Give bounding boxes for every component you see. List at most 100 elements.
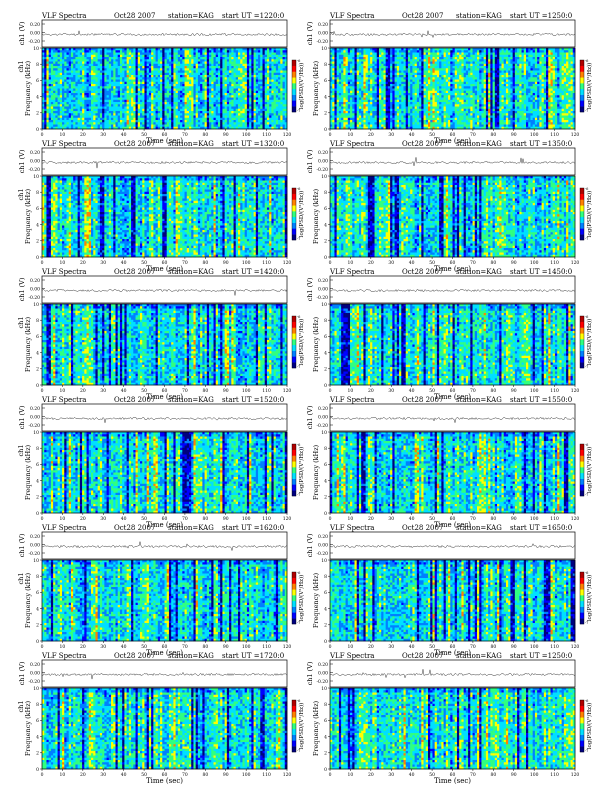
waveform-frame <box>42 660 287 687</box>
x-tick-label: 20 <box>368 772 374 778</box>
x-tick-label: 120 <box>571 772 580 778</box>
waveform-tick-label: -0.20 <box>28 679 40 685</box>
x-tick-label: 90 <box>223 516 229 522</box>
waveform-tick-label: 0.20 <box>30 278 40 284</box>
waveform-tick-label: 0.00 <box>318 542 328 548</box>
x-axis-label: Time (sec) <box>146 777 183 785</box>
spectrogram-panel: VLF Spectra Oct28 2007 station=KAG start UT… <box>17 12 305 145</box>
panel-date: Oct28 2007 <box>402 652 443 660</box>
y-tick-label: 0 <box>36 639 39 645</box>
panel-station: station=KAG <box>168 524 214 532</box>
panel-station: station=KAG <box>456 12 502 20</box>
spectrogram-panel: VLF Spectra Oct28 2007 station=KAG start UT… <box>17 268 305 401</box>
y-tick-label: 10 <box>33 430 39 436</box>
y-axis-channel: ch1 <box>17 573 25 585</box>
y-axis-channel: ch1 <box>17 189 25 201</box>
colorbar-label: log(PSD/(V²/Hz)) <box>298 447 305 494</box>
spectrogram-heatmap <box>330 688 575 769</box>
y-axis-label: Frequency (kHz) <box>24 60 32 116</box>
x-tick-label: 0 <box>41 132 44 138</box>
waveform-frame <box>42 148 287 175</box>
waveform-tick-label: 0.00 <box>318 670 328 676</box>
y-tick-label: 8 <box>36 190 39 196</box>
x-tick-label: 120 <box>571 516 580 522</box>
y-tick-label: 0 <box>324 255 327 261</box>
colorbar-label: log(PSD/(V²/Hz)) <box>298 191 305 238</box>
y-tick-label: 2 <box>324 751 327 757</box>
spectrogram-heatmap <box>330 304 575 385</box>
x-tick-label: 100 <box>242 260 251 266</box>
y-axis-label: Frequency (kHz) <box>312 316 320 372</box>
colorbar <box>292 572 296 624</box>
colorbar-tick-label: -6 <box>585 571 588 575</box>
panel-date: Oct28 2007 <box>114 524 155 532</box>
y-tick-label: 6 <box>324 334 327 340</box>
panel-station: station=KAG <box>456 268 502 276</box>
spectrogram-panel: VLF Spectra Oct28 2007 station=KAG start UT… <box>306 396 593 529</box>
x-tick-label: 0 <box>329 388 332 394</box>
y-tick-label: 6 <box>324 206 327 212</box>
panel-start-time: start UT =1550:0 <box>510 396 572 404</box>
waveform-tick-label: 0.00 <box>30 30 40 36</box>
x-tick-label: 80 <box>490 644 496 650</box>
panel-start-time: start UT =1250:0 <box>510 652 572 660</box>
waveform-tick-label: -0.20 <box>28 551 40 557</box>
waveform-tick-label: 0.00 <box>318 414 328 420</box>
spectrogram-panel: VLF Spectra Oct28 2007 station=KAG start UT… <box>306 12 593 145</box>
colorbar <box>292 316 296 368</box>
panel-title: VLF Spectra <box>329 652 374 660</box>
waveform-tick-label: -0.20 <box>316 679 328 685</box>
spectrogram-heatmap <box>42 48 287 129</box>
y-axis-label: Frequency (kHz) <box>24 188 32 244</box>
x-tick-label: 30 <box>100 516 106 522</box>
y-tick-label: 8 <box>324 62 327 68</box>
x-tick-label: 0 <box>329 260 332 266</box>
x-tick-label: 20 <box>80 132 86 138</box>
y-tick-label: 2 <box>36 495 39 501</box>
y-tick-label: 4 <box>36 350 39 356</box>
x-tick-label: 100 <box>530 772 539 778</box>
y-axis-label: Frequency (kHz) <box>24 444 32 500</box>
colorbar-tick-label: -7 <box>297 365 300 369</box>
x-tick-label: 0 <box>41 260 44 266</box>
panel-date: Oct28 2007 <box>114 140 155 148</box>
y-tick-label: 10 <box>321 174 327 180</box>
x-tick-label: 110 <box>550 644 559 650</box>
y-tick-label: 0 <box>324 639 327 645</box>
x-tick-label: 100 <box>242 388 251 394</box>
panel-title: VLF Spectra <box>329 12 374 20</box>
x-tick-label: 110 <box>550 388 559 394</box>
y-tick-label: 4 <box>36 734 39 740</box>
waveform-tick-label: 0.20 <box>318 150 328 156</box>
y-tick-label: 4 <box>324 478 327 484</box>
x-tick-label: 80 <box>202 260 208 266</box>
y-tick-label: 2 <box>36 367 39 373</box>
x-tick-label: 100 <box>530 388 539 394</box>
x-tick-label: 120 <box>571 132 580 138</box>
x-tick-label: 120 <box>283 132 292 138</box>
x-axis-label: Time (sec) <box>434 777 471 785</box>
colorbar-tick-label: -7 <box>585 365 588 369</box>
x-tick-label: 40 <box>121 772 127 778</box>
x-tick-label: 110 <box>262 132 271 138</box>
x-tick-label: 40 <box>409 260 415 266</box>
colorbar-tick-label: -6 <box>297 699 300 703</box>
x-tick-label: 20 <box>368 388 374 394</box>
colorbar-label: log(PSD/(V²/Hz)) <box>298 575 305 622</box>
waveform-axis-label: ch1 (V) <box>18 277 26 301</box>
colorbar <box>580 700 584 752</box>
x-tick-label: 30 <box>100 132 106 138</box>
y-tick-label: 8 <box>324 190 327 196</box>
waveform-tick-label: 0.20 <box>318 406 328 412</box>
spectrogram-panel: VLF Spectra Oct28 2007 station=KAG start UT… <box>17 524 305 657</box>
waveform-tick-label: 0.00 <box>318 158 328 164</box>
x-tick-label: 110 <box>262 644 271 650</box>
spectrogram-panel: VLF Spectra Oct28 2007 station=KAG start UT… <box>306 140 593 273</box>
x-tick-label: 10 <box>60 132 66 138</box>
x-tick-label: 10 <box>348 772 354 778</box>
waveform-axis-label: ch1 (V) <box>18 661 26 685</box>
x-tick-label: 10 <box>348 260 354 266</box>
panel-station: station=KAG <box>456 140 502 148</box>
x-tick-label: 120 <box>571 644 580 650</box>
vlf-spectra-figure: VLF Spectra Oct28 2007 station=KAG start UT… <box>0 0 612 792</box>
